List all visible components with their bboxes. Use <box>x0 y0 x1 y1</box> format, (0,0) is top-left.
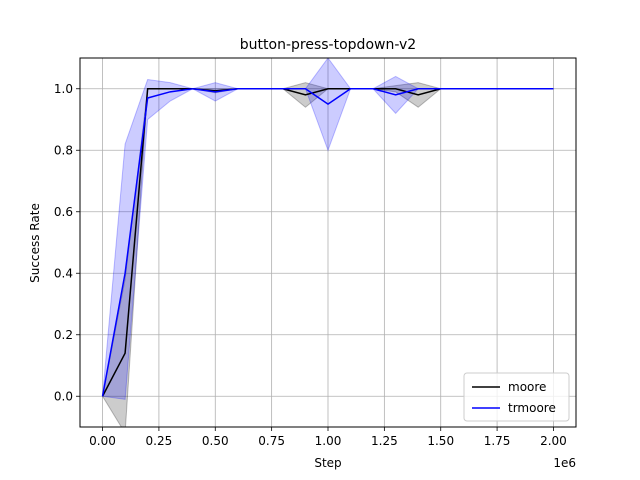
y-tick-label: 0.4 <box>54 266 73 280</box>
x-tick-label: 1.75 <box>484 434 511 448</box>
series-lines <box>101 87 554 397</box>
series-line-trmoore <box>101 87 554 397</box>
legend-label-trmoore: trmoore <box>508 401 556 415</box>
x-tick-label: 0.00 <box>89 434 116 448</box>
legend: moore trmoore <box>463 372 570 422</box>
x-axis-offset-label: 1e6 <box>553 456 576 470</box>
x-tick-label: 0.75 <box>258 434 285 448</box>
y-tick-label: 0.8 <box>54 143 73 157</box>
x-tick-label: 1.25 <box>371 434 398 448</box>
y-axis-label: Success Rate <box>28 203 42 283</box>
x-tick-label: 2.00 <box>540 434 567 448</box>
legend-box <box>463 372 570 422</box>
y-tick-label: 0.6 <box>54 205 73 219</box>
chart-title: button-press-topdown-v2 <box>240 37 416 53</box>
x-tick-label: 1.00 <box>315 434 342 448</box>
x-axis-label: Step <box>314 456 341 470</box>
x-tick-label: 1.50 <box>427 434 454 448</box>
y-tick-label: 1.0 <box>54 82 73 96</box>
x-axis-ticks: 0.00 0.25 0.50 0.75 1.00 1.25 1.50 1.75 2.00 <box>89 427 567 448</box>
y-axis-ticks: 0.0 0.2 0.4 0.6 0.8 1.0 <box>54 82 80 403</box>
x-tick-label: 0.50 <box>202 434 229 448</box>
grid <box>80 58 576 427</box>
x-tick-label: 0.25 <box>146 434 173 448</box>
y-tick-label: 0.2 <box>54 328 73 342</box>
legend-label-moore: moore <box>508 380 546 394</box>
y-tick-label: 0.0 <box>54 389 73 403</box>
